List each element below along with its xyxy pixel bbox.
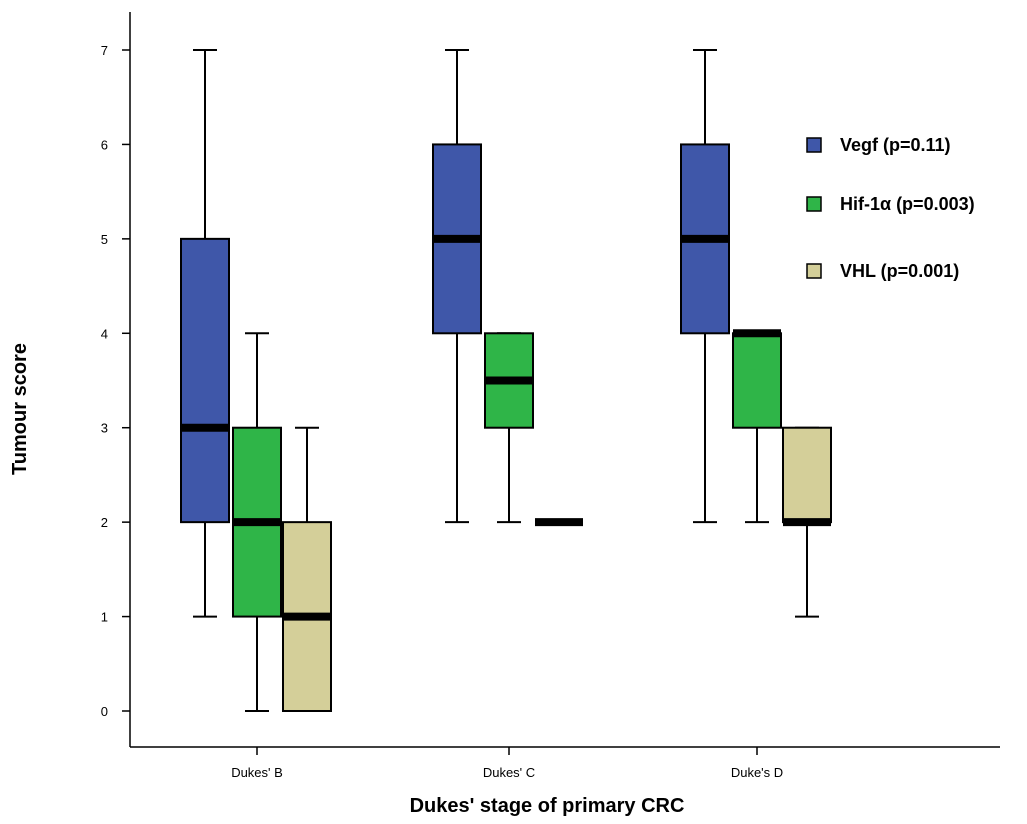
legend-label: Hif-1α (p=0.003) <box>840 194 975 214</box>
y-tick-label: 2 <box>101 515 108 530</box>
box-0-0 <box>180 49 230 618</box>
box-2-0 <box>282 426 332 713</box>
box-series <box>180 49 832 713</box>
legend-label: VHL (p=0.001) <box>840 261 959 281</box>
y-axis-title: Tumour score <box>9 343 31 475</box>
legend-swatch <box>806 137 822 153</box>
box-0-2 <box>680 49 730 524</box>
y-tick-label: 5 <box>101 232 108 247</box>
box-1-0 <box>232 332 282 712</box>
y-tick-label: 1 <box>101 610 108 625</box>
legend-label: Vegf (p=0.11) <box>840 135 951 155</box>
y-tick-label: 4 <box>101 326 108 341</box>
box-1-1 <box>484 332 534 524</box>
box-2-2 <box>782 426 832 618</box>
box-rect <box>732 332 782 429</box>
x-axis-title: Dukes' stage of primary CRC <box>410 795 685 817</box>
box-1-2 <box>732 329 782 524</box>
x-tick-label: Duke's D <box>731 765 783 780</box>
box-rect <box>180 237 230 524</box>
box-0-1 <box>432 49 482 524</box>
y-tick-label: 7 <box>101 43 108 58</box>
box-rect <box>782 426 832 524</box>
legend-swatch <box>806 263 822 279</box>
axes: 0 1 2 3 4 5 6 7 Dukes' B Dukes' C Duke's D <box>101 12 1000 780</box>
y-tick-label: 6 <box>101 137 108 152</box>
x-tick-label: Dukes' B <box>231 765 283 780</box>
x-tick-label: Dukes' C <box>483 765 535 780</box>
y-tick-label: 0 <box>101 704 108 719</box>
y-tick-label: 3 <box>101 421 108 436</box>
legend: Vegf (p=0.11) Hif-1α (p=0.003) VHL (p=0.00… <box>806 135 975 281</box>
legend-swatch <box>806 196 822 212</box>
